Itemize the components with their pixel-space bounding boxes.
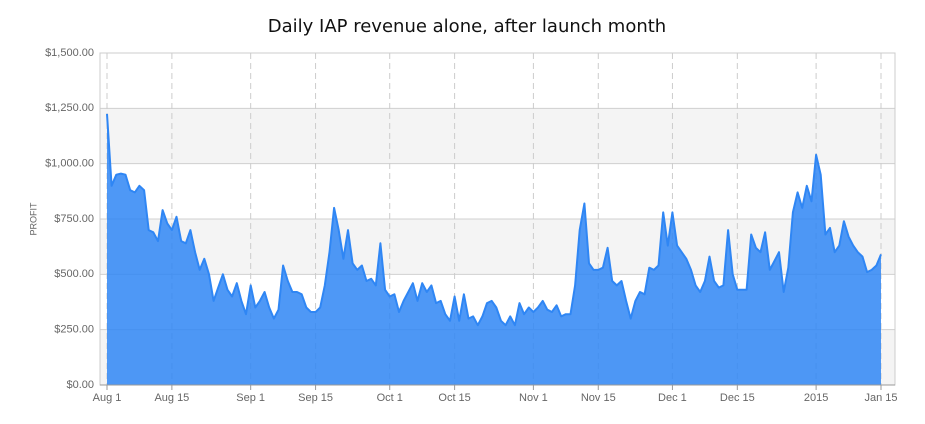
x-tick-label: Sep 15 <box>298 392 333 404</box>
x-tick-label: Dec 15 <box>720 392 755 404</box>
y-tick-label: $500.00 <box>54 268 94 280</box>
x-tick-label: Oct 15 <box>438 392 470 404</box>
chart-title: Daily IAP revenue alone, after launch mo… <box>268 16 666 37</box>
grid-band <box>100 108 895 164</box>
y-tick-label: $250.00 <box>54 324 94 336</box>
x-tick-label: Aug 1 <box>93 392 122 404</box>
y-tick-label: $1,500.00 <box>45 47 94 59</box>
x-tick-label: Dec 1 <box>658 392 687 404</box>
y-tick-label: $0.00 <box>66 379 94 391</box>
x-tick-label: 2015 <box>804 392 828 404</box>
x-tick-label: Aug 15 <box>154 392 189 404</box>
area-fill <box>107 113 881 386</box>
x-tick-label: Oct 1 <box>377 392 403 404</box>
y-tick-label: $750.00 <box>54 213 94 225</box>
y-tick-label: $1,000.00 <box>45 158 94 170</box>
line <box>106 113 882 327</box>
x-tick-label: Nov 15 <box>581 392 616 404</box>
x-tick-label: Nov 1 <box>519 392 548 404</box>
y-axis-label: PROFIT <box>28 202 38 236</box>
x-tick-label: Sep 1 <box>236 392 265 404</box>
y-tick-label: $1,250.00 <box>45 102 94 114</box>
x-tick-label: Jan 15 <box>864 392 897 404</box>
